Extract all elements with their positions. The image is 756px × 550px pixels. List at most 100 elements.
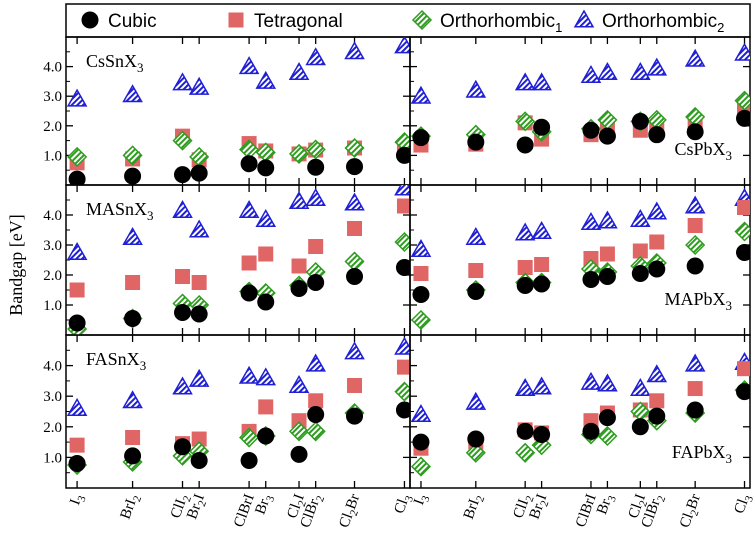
point-tetragonal — [599, 246, 615, 262]
point-cubic — [307, 158, 325, 176]
point-ortho2 — [288, 62, 310, 81]
point-cubic — [598, 409, 616, 427]
point-ortho1 — [465, 442, 486, 463]
point-tetragonal — [125, 275, 141, 290]
point-cubic — [582, 271, 600, 288]
y-tick-label: 2.0 — [43, 268, 62, 284]
x-tick-label: Br3 — [252, 491, 277, 517]
point-ortho2 — [305, 47, 326, 66]
point-ortho2 — [684, 195, 706, 214]
point-ortho1 — [734, 90, 750, 111]
point-cubic — [533, 425, 551, 443]
panel-label: CsSnX3 — [86, 51, 144, 75]
x-tick-label: I3 — [411, 491, 433, 508]
point-tetragonal — [517, 260, 533, 275]
y-tick-label: 2.0 — [43, 420, 62, 436]
point-ortho2 — [255, 70, 277, 89]
legend: Cubic Tetragonal Orthorhombic1 Orthorhombic… — [65, 3, 751, 38]
point-cubic — [686, 257, 704, 275]
point-ortho2 — [646, 201, 668, 220]
point-ortho2 — [531, 72, 552, 91]
point-ortho2 — [238, 365, 260, 384]
point-ortho2 — [514, 378, 536, 397]
point-cubic — [467, 283, 485, 300]
y-tick-label: 3.0 — [43, 389, 62, 405]
point-tetragonal — [396, 359, 410, 375]
point-cubic — [395, 146, 410, 164]
point-ortho2 — [646, 57, 668, 76]
point-cubic — [467, 430, 485, 448]
point-ortho2 — [514, 222, 536, 241]
point-ortho2 — [580, 211, 602, 230]
point-cubic — [598, 127, 616, 145]
x-tick-label: Br2I — [527, 492, 554, 522]
point-tetragonal — [737, 200, 750, 215]
point-ortho1 — [597, 425, 618, 447]
point-cubic — [582, 422, 600, 440]
point-ortho2 — [531, 220, 552, 239]
legend-entry-tetragonal: Tetragonal — [254, 11, 343, 32]
point-ortho2 — [646, 364, 668, 383]
point-cubic — [648, 126, 666, 144]
point-ortho1 — [410, 309, 432, 331]
point-ortho2 — [580, 64, 602, 83]
point-ortho2 — [122, 84, 143, 103]
point-cubic — [516, 277, 534, 294]
point-ortho2 — [394, 185, 410, 196]
point-ortho1 — [172, 130, 193, 151]
point-cubic — [533, 275, 551, 293]
point-ortho2 — [255, 208, 277, 227]
y-tick-label: 1.0 — [43, 450, 62, 466]
point-cubic — [736, 244, 750, 261]
point-cubic — [240, 451, 258, 469]
x-tick-label: BrI2 — [461, 492, 488, 522]
point-ortho1 — [67, 146, 88, 167]
point-cubic — [648, 260, 666, 278]
point-cubic — [346, 158, 364, 176]
point-ortho2 — [580, 371, 602, 390]
x-tick-label: Cl3 — [391, 491, 416, 516]
point-tetragonal — [175, 269, 191, 284]
legend-entry-cubic: Cubic — [108, 11, 157, 32]
point-ortho1 — [515, 111, 536, 132]
point-ortho1 — [305, 139, 326, 160]
point-ortho2 — [305, 353, 326, 372]
point-cubic — [257, 293, 275, 311]
point-tetragonal — [396, 198, 410, 214]
legend-marker-ortho1 — [411, 9, 433, 31]
point-ortho2 — [172, 376, 193, 395]
point-cubic — [240, 155, 258, 173]
point-tetragonal — [241, 255, 257, 271]
point-ortho2 — [288, 374, 310, 393]
panel-label: CsPbX3 — [674, 139, 732, 163]
point-ortho1 — [239, 427, 260, 448]
point-cubic — [190, 164, 208, 182]
point-tetragonal — [291, 258, 307, 274]
panel-fapbx3: FAPbX3 — [409, 334, 751, 489]
y-axis-label: Bandgap [eV] — [6, 214, 26, 315]
point-ortho2 — [394, 336, 410, 355]
y-tick-label: 1.0 — [43, 298, 62, 314]
point-tetragonal — [347, 221, 363, 236]
point-ortho2 — [410, 85, 432, 104]
point-ortho2 — [288, 190, 310, 209]
point-ortho2 — [344, 192, 365, 211]
point-cubic — [240, 284, 258, 302]
point-cubic — [631, 418, 649, 436]
point-ortho2 — [344, 341, 365, 360]
point-tetragonal — [69, 437, 85, 453]
point-cubic — [412, 433, 430, 451]
point-tetragonal — [649, 234, 665, 250]
point-ortho1 — [515, 442, 536, 463]
point-ortho2 — [531, 376, 552, 395]
point-ortho2 — [410, 238, 432, 257]
panels: 1.0 2.0 3.0 4.0 CsSnX3 CsPbX3 1.0 2.0 3.0 4.0 MASn… — [43, 36, 751, 489]
point-ortho2 — [238, 56, 260, 75]
point-tetragonal — [258, 399, 274, 415]
point-tetragonal — [534, 257, 550, 272]
point-ortho1 — [344, 251, 365, 272]
point-tetragonal — [687, 218, 703, 233]
legend-box — [65, 3, 751, 38]
point-cubic — [467, 133, 485, 151]
